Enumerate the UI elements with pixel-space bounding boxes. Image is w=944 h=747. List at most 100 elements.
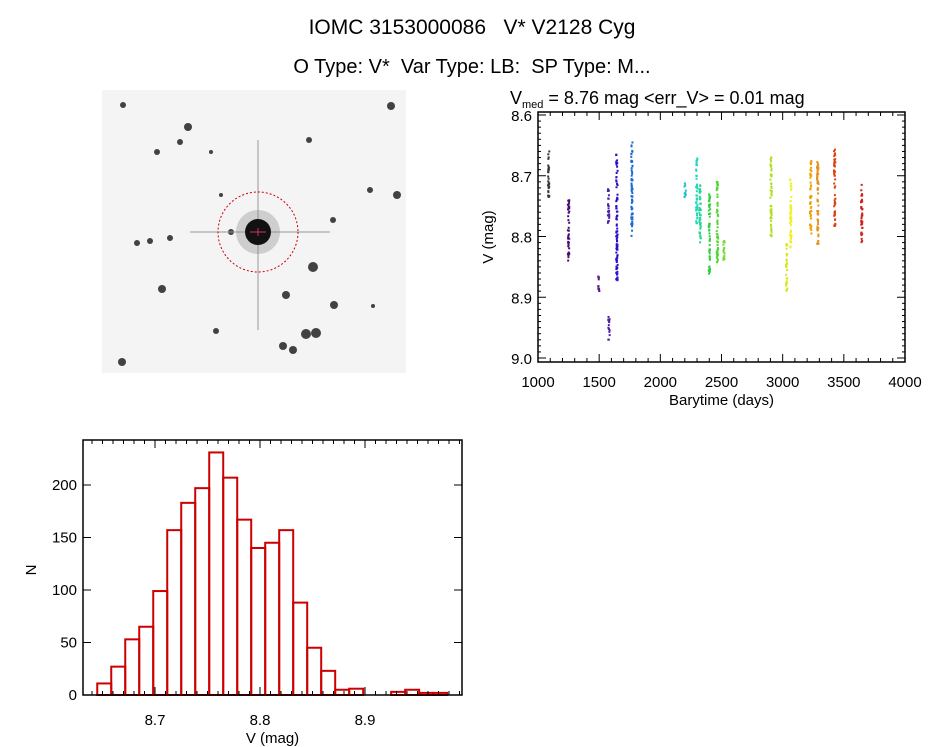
- data-point: [789, 233, 792, 236]
- data-point: [684, 189, 687, 192]
- data-point: [608, 330, 611, 333]
- data-point: [716, 201, 719, 204]
- data-point: [715, 211, 718, 214]
- data-point: [785, 263, 788, 266]
- data-point: [567, 236, 570, 239]
- data-point: [699, 227, 702, 230]
- data-point: [816, 241, 819, 244]
- data-point: [816, 182, 819, 185]
- field-star: [184, 123, 192, 131]
- data-point: [607, 210, 610, 213]
- data-point: [699, 184, 702, 187]
- data-point: [716, 249, 719, 252]
- data-point: [817, 223, 820, 226]
- data-point: [547, 156, 550, 159]
- data-point: [790, 208, 793, 211]
- data-point: [630, 216, 633, 219]
- histogram-bar: [96, 682, 113, 697]
- data-point: [860, 214, 863, 217]
- data-point: [631, 220, 634, 223]
- data-point: [860, 183, 863, 186]
- field-star: [387, 102, 395, 110]
- data-point: [615, 258, 618, 261]
- data-point: [770, 187, 773, 190]
- data-point: [695, 183, 698, 186]
- data-point: [597, 278, 600, 281]
- data-point: [770, 185, 773, 188]
- data-point: [715, 233, 718, 236]
- data-point: [616, 159, 619, 162]
- data-point: [616, 266, 619, 269]
- data-point: [709, 237, 712, 240]
- data-point: [568, 199, 571, 202]
- data-point: [708, 248, 711, 251]
- data-point: [785, 280, 788, 283]
- data-point: [716, 247, 719, 250]
- data-point: [860, 237, 863, 240]
- data-point: [698, 195, 701, 198]
- data-point: [616, 182, 619, 185]
- histogram-bar: [348, 687, 365, 697]
- field-star: [301, 329, 311, 339]
- data-point: [785, 258, 788, 261]
- data-cluster: [722, 240, 726, 261]
- data-point: [616, 240, 619, 243]
- data-point: [789, 218, 792, 221]
- data-point: [785, 266, 788, 269]
- data-point: [708, 271, 711, 274]
- data-point: [630, 174, 633, 177]
- data-point: [716, 187, 719, 190]
- data-point: [615, 207, 618, 210]
- data-point: [789, 224, 792, 227]
- data-point: [709, 208, 712, 211]
- data-point: [695, 222, 698, 225]
- data-point: [769, 163, 772, 166]
- data-point: [615, 162, 618, 165]
- data-point: [833, 152, 836, 155]
- data-point: [547, 168, 550, 171]
- data-point: [695, 168, 698, 171]
- data-point: [695, 185, 698, 188]
- data-point: [683, 185, 686, 188]
- data-point: [708, 244, 711, 247]
- data-point: [708, 250, 711, 253]
- data-point: [816, 169, 819, 172]
- data-point: [808, 212, 811, 215]
- data-point: [816, 242, 819, 245]
- data-point: [698, 191, 701, 194]
- data-cluster: [630, 141, 634, 237]
- data-point: [770, 160, 773, 163]
- data-point: [567, 244, 570, 247]
- data-point: [616, 263, 619, 266]
- data-point: [708, 193, 711, 196]
- data-point: [810, 170, 813, 173]
- data-point: [698, 232, 701, 235]
- field-star: [120, 102, 126, 108]
- data-point: [615, 210, 618, 213]
- data-point: [708, 255, 711, 258]
- data-point: [789, 246, 792, 249]
- data-point: [607, 318, 610, 321]
- data-point: [770, 227, 773, 230]
- plot-frame: [82, 439, 463, 696]
- data-point: [785, 262, 788, 265]
- data-point: [608, 318, 611, 321]
- data-point: [615, 153, 618, 156]
- x-tick-label: 3500: [827, 374, 860, 391]
- data-point: [816, 187, 819, 190]
- data-point: [597, 288, 600, 291]
- data-point: [834, 148, 837, 151]
- data-point: [789, 215, 792, 218]
- data-point: [615, 218, 618, 221]
- data-point: [716, 236, 719, 239]
- data-point: [789, 212, 792, 215]
- data-point: [716, 219, 719, 222]
- data-point: [809, 211, 812, 214]
- data-point: [770, 212, 773, 215]
- data-point: [810, 163, 813, 166]
- data-point: [698, 231, 701, 234]
- page-subtitle: O Type: V* Var Type: LB: SP Type: M...: [293, 56, 651, 78]
- data-point: [699, 237, 702, 240]
- data-point: [786, 253, 789, 256]
- data-point: [810, 159, 813, 162]
